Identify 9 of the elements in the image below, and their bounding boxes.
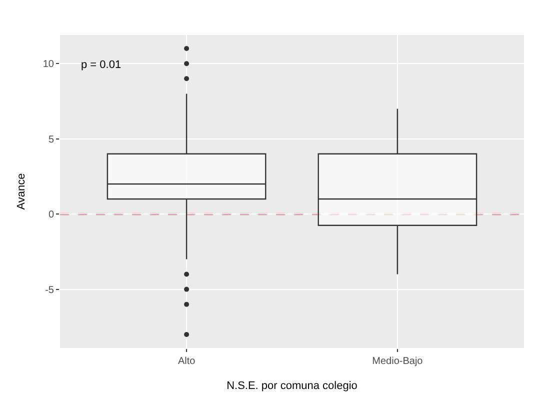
y-axis-title: Avance (16, 173, 28, 210)
annotation: p = 0.01 (81, 59, 122, 71)
y-tick-label: 10 (42, 59, 54, 70)
y-tick-label: -5 (45, 284, 54, 296)
x-axis-title: N.S.E. por comuna colegio (226, 380, 358, 392)
x-tick-label: Medio-Bajo (372, 356, 424, 367)
y-tick-label: 0 (48, 210, 54, 221)
y-tick-label: 5 (48, 134, 54, 146)
x-tick-label: Alto (178, 356, 196, 367)
